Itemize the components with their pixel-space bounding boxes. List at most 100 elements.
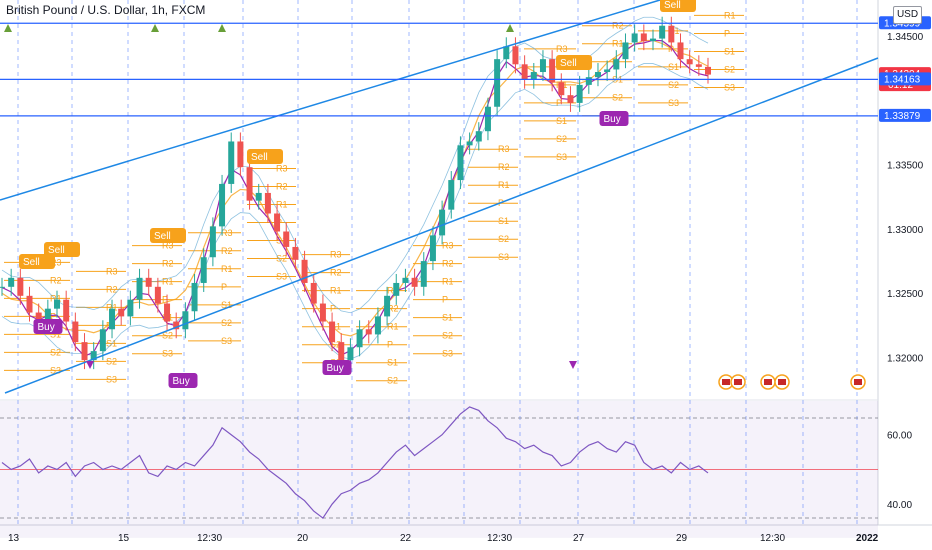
pivot-level-label: R2 [330,268,342,278]
pivot-level-label: R1 [330,286,342,296]
time-tick-label: 13 [8,533,20,544]
candle-body [420,261,427,287]
pivot-level-label: S3 [106,374,117,384]
sell-signal-badge [44,242,80,257]
pivot-level-label: R1 [387,322,399,332]
pivot-level-label: P [50,311,56,321]
candle-body [44,308,51,323]
candle-body [319,303,326,322]
pivot-level-label: S3 [724,82,735,92]
pivot-level-label: S2 [106,356,117,366]
candle-body [466,141,473,146]
pivot-level-label: P [556,98,562,108]
pivot-level-label: R3 [387,286,399,296]
currency-selector[interactable]: USD [893,6,922,24]
news-flag-fill [764,379,772,385]
pivot-level-label: R1 [498,180,510,190]
pivot-level-label: R1 [724,10,736,20]
candle-body [99,329,106,352]
candle-body [622,42,629,60]
candle-body [264,192,271,214]
news-flag-fill [722,379,730,385]
pivot-level-label: S1 [724,46,735,56]
candle-body [17,277,24,296]
candle-body [274,213,281,232]
candle-body [72,321,79,343]
pivot-level-label: S2 [330,340,341,350]
candle-body [173,321,180,330]
pivot-level-label: S3 [668,98,679,108]
pivot-level-label: S1 [221,300,232,310]
candle-body [255,192,262,201]
sell-signal-badge [556,55,592,70]
news-flag-fill [854,379,862,385]
lower-band [1,63,709,360]
time-tick-label: 12:30 [487,533,512,544]
pivot-level-label: R3 [276,163,288,173]
price-tick-label: 1.34500 [887,32,924,43]
candle-body [585,77,592,85]
price-tag [879,108,931,122]
pivot-level-label: P [106,320,112,330]
pivot-level-label: S2 [442,331,453,341]
pivot-level-label: S2 [162,331,173,341]
price-tag-label: 1.33879 [884,111,921,122]
pivot-level-label: S3 [498,252,509,262]
chart-title: British Pound / U.S. Dollar, 1h, FXCM [6,3,206,17]
candle-body [411,277,418,287]
event-triangle-down [569,361,577,369]
pivot-level-label: S2 [556,134,567,144]
candle-body [90,351,97,361]
candle-body [81,342,88,361]
pivot-level-label: R3 [498,144,510,154]
buy-signal-label: Buy [604,114,621,125]
pivot-level-label: S3 [442,349,453,359]
event-triangle-up [218,24,226,32]
buy-signal-badge [33,319,63,334]
news-flag-fill [734,379,742,385]
rsi-tick-label: 40.00 [887,500,912,511]
buy-signal-badge [322,360,352,375]
pivot-level-label: R3 [556,44,568,54]
sell-signal-badge [660,0,696,12]
candle-body [594,72,601,78]
pivot-level-label: S3 [221,336,232,346]
candle-body [26,295,33,313]
candle-body [54,299,61,309]
buy-signal-badge [168,373,198,388]
pivot-level-label: S1 [668,62,679,72]
pivot-level-label: R3 [330,250,342,260]
candle-body [558,82,565,96]
candle-body [475,131,482,142]
pivot-level-label: R1 [221,264,233,274]
price-tick-label: 1.32500 [887,289,924,300]
pivot-level-label: S1 [498,216,509,226]
event-triangle-up [151,24,159,32]
candle-body [374,316,381,335]
pivot-level-label: P [221,282,227,292]
time-tick-label: 27 [573,533,585,544]
candle-body [0,286,5,288]
candle-body [549,59,556,83]
pivot-level-label: R2 [498,162,510,172]
candle-body [365,329,372,335]
pivot-level-label: S1 [50,329,61,339]
pivot-level-label: R2 [442,259,454,269]
candle-body [539,59,546,73]
candle-body [448,180,455,210]
candle-body [191,282,198,312]
pivot-level-label: S2 [387,376,398,386]
time-tick-label: 20 [297,533,309,544]
pivot-level-label: P [724,28,730,38]
candle-body [393,282,400,296]
sell-signal-label: Sell [664,0,681,11]
time-tick-label: 15 [118,533,130,544]
candle-body [659,25,666,39]
pivot-level-label: P [387,340,393,350]
candle-body [329,321,336,343]
candle-body [301,259,308,283]
candle-body [292,246,299,260]
pivot-level-label: S3 [162,349,173,359]
sell-signal-badge [150,228,186,243]
pivot-level-label: S3 [276,272,287,282]
